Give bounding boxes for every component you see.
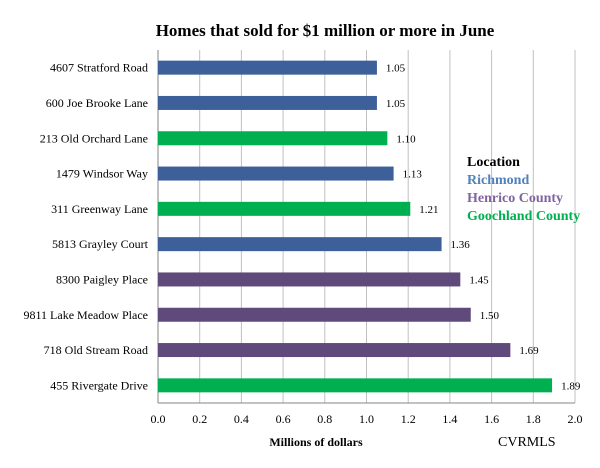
- source-label: CVRMLS: [498, 435, 556, 450]
- data-labels: 1.05 1.05 1.10 1.13 1.21 1.36 1.45 1.50 1.69 1.89: [386, 63, 581, 393]
- category-label: 4607 Stratford Road: [50, 61, 148, 75]
- legend-title: Location: [467, 155, 520, 170]
- data-label: 1.45: [469, 274, 489, 286]
- x-tick-labels: 0.0 0.2 0.4 0.6 0.8 1.0 1.2 1.4 1.6 1.8 2.0: [151, 412, 583, 426]
- category-label: 5813 Grayley Court: [52, 237, 149, 251]
- data-label: 1.10: [396, 133, 416, 145]
- bar: [158, 272, 461, 287]
- bar: [158, 307, 471, 322]
- category-labels: 4607 Stratford Road 600 Joe Brooke Lane 21…: [23, 61, 148, 393]
- data-label: 1.36: [451, 239, 471, 251]
- x-tick-label: 1.2: [401, 412, 416, 426]
- bar: [158, 166, 394, 181]
- x-tick-label: 0.4: [234, 412, 249, 426]
- legend-item: Richmond: [467, 173, 529, 188]
- x-tick-label: 0.0: [151, 412, 166, 426]
- category-label: 213 Old Orchard Lane: [40, 131, 148, 145]
- data-label: 1.21: [419, 204, 438, 216]
- bar: [158, 60, 377, 75]
- bar: [158, 95, 377, 110]
- bar: [158, 378, 553, 393]
- bar: [158, 131, 388, 146]
- data-label: 1.69: [519, 345, 539, 357]
- x-tick-label: 1.4: [442, 412, 457, 426]
- chart-title: Homes that sold for $1 million or more i…: [156, 21, 495, 40]
- category-label: 718 Old Stream Road: [44, 343, 148, 357]
- category-label: 8300 Paigley Place: [56, 272, 148, 286]
- data-label: 1.50: [480, 310, 500, 322]
- data-label: 1.05: [386, 63, 406, 75]
- bar: [158, 201, 411, 216]
- bars: [158, 60, 553, 393]
- x-axis-label: Millions of dollars: [269, 435, 363, 449]
- x-tick-label: 1.6: [484, 412, 499, 426]
- legend-item: Henrico County: [467, 191, 563, 206]
- x-tick-label: 2.0: [568, 412, 583, 426]
- bar: [158, 237, 442, 252]
- data-label: 1.89: [561, 380, 581, 392]
- category-label: 311 Greenway Lane: [51, 202, 148, 216]
- category-label: 600 Joe Brooke Lane: [46, 96, 148, 110]
- category-label: 9811 Lake Meadow Place: [23, 308, 148, 322]
- x-tick-label: 1.0: [359, 412, 374, 426]
- x-tick-label: 0.2: [192, 412, 207, 426]
- data-label: 1.13: [403, 169, 423, 181]
- category-label: 1479 Windsor Way: [56, 167, 148, 181]
- data-label: 1.05: [386, 98, 406, 110]
- legend-item: Goochland County: [467, 209, 580, 224]
- bar: [158, 343, 511, 358]
- x-tick-label: 1.8: [526, 412, 541, 426]
- category-label: 455 Rivergate Drive: [50, 378, 148, 392]
- x-tick-label: 0.6: [276, 412, 291, 426]
- x-tick-label: 0.8: [317, 412, 332, 426]
- legend: Location Richmond Henrico County Goochland…: [467, 155, 580, 224]
